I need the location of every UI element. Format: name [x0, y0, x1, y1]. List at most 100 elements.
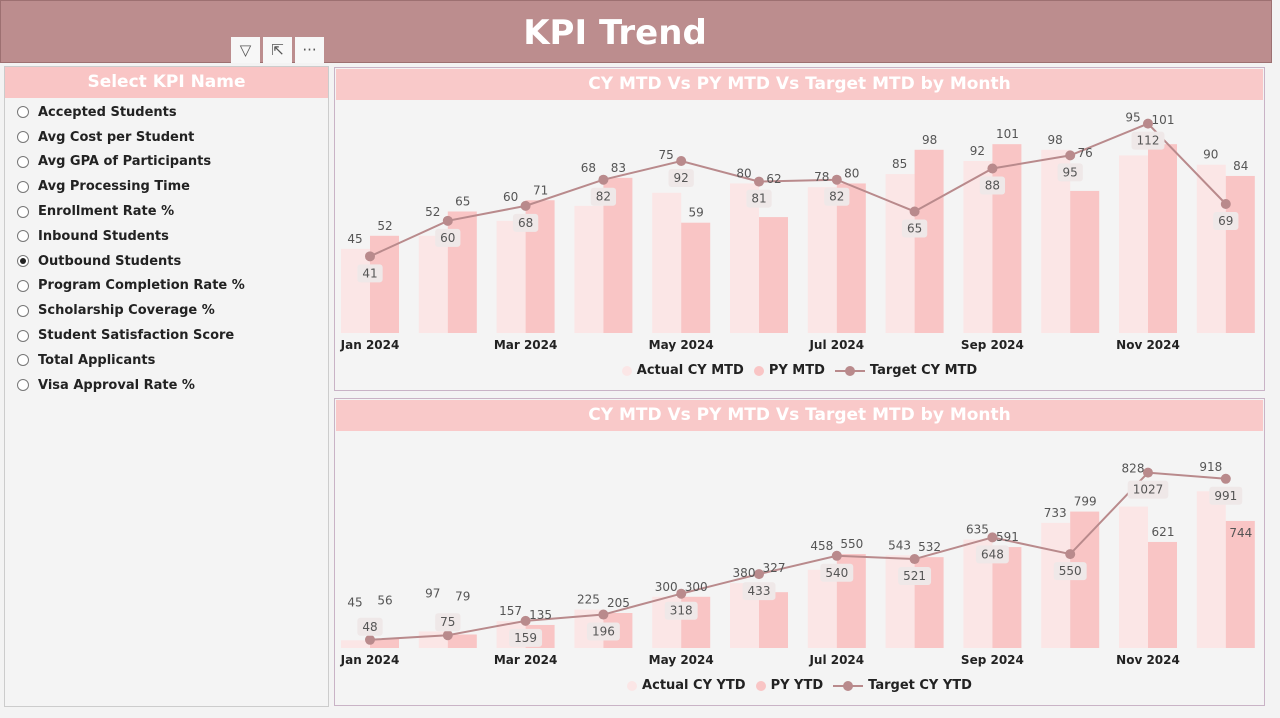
bar-py[interactable] — [759, 217, 788, 333]
target-point[interactable] — [1220, 473, 1231, 484]
bar-actual[interactable] — [574, 205, 604, 333]
bar-py[interactable] — [370, 235, 399, 333]
bar-py[interactable] — [1225, 520, 1255, 648]
filter-icon[interactable]: ▽ — [231, 37, 260, 63]
target-point[interactable] — [1143, 118, 1153, 129]
legend-actual-marker — [621, 365, 632, 376]
radio-button[interactable] — [17, 255, 29, 268]
bar-py[interactable] — [914, 149, 944, 333]
data-label-target: 318 — [670, 604, 693, 618]
bar-actual[interactable] — [496, 220, 526, 333]
target-point[interactable] — [365, 251, 375, 262]
more-options-icon[interactable]: ··· — [295, 37, 324, 63]
slicer-item[interactable]: Avg GPA of Participants — [5, 150, 328, 175]
target-point[interactable] — [676, 156, 687, 166]
slicer-item[interactable]: Avg Processing Time — [5, 174, 328, 199]
x-tick-label: Jan 2024 — [340, 338, 400, 352]
bar-py[interactable] — [681, 222, 711, 333]
target-point[interactable] — [520, 200, 531, 211]
target-point[interactable] — [1065, 549, 1076, 560]
bar-actual[interactable] — [1196, 491, 1226, 648]
target-line — [369, 471, 1226, 641]
target-point[interactable] — [754, 176, 764, 187]
bar-py[interactable] — [836, 183, 866, 333]
bar-py[interactable] — [370, 638, 399, 648]
bar-actual[interactable] — [807, 187, 837, 333]
slicer-item[interactable]: Avg Cost per Student — [5, 125, 328, 150]
target-point[interactable] — [831, 550, 842, 561]
target-point[interactable] — [987, 163, 998, 174]
bar-py[interactable] — [1148, 144, 1177, 333]
target-point[interactable] — [598, 609, 609, 620]
data-label-py: 83 — [611, 161, 626, 175]
radio-button[interactable] — [17, 279, 29, 292]
slicer-item[interactable]: Accepted Students — [5, 100, 328, 125]
bar-actual[interactable] — [1119, 155, 1148, 333]
bar-actual[interactable] — [730, 183, 759, 333]
radio-button[interactable] — [17, 131, 29, 144]
bar-actual[interactable] — [1041, 522, 1071, 648]
radio-button[interactable] — [17, 379, 29, 392]
radio-button[interactable] — [17, 354, 29, 367]
bar-py[interactable] — [447, 634, 477, 648]
bar-py[interactable] — [1070, 190, 1100, 333]
target-point[interactable] — [1143, 467, 1153, 478]
target-point[interactable] — [676, 588, 687, 599]
bar-py[interactable] — [992, 547, 1022, 648]
bar-actual[interactable] — [885, 174, 915, 333]
bar-py[interactable] — [1225, 175, 1255, 333]
radio-button[interactable] — [17, 180, 29, 193]
slicer-item[interactable]: Total Applicants — [5, 348, 328, 373]
bar-py[interactable] — [1148, 541, 1177, 648]
radio-button[interactable] — [17, 329, 29, 342]
slicer-item[interactable]: Program Completion Rate % — [5, 274, 328, 299]
bar-actual[interactable] — [418, 235, 448, 333]
bar-py[interactable] — [992, 144, 1022, 333]
target-point[interactable] — [1065, 150, 1076, 161]
bar-actual[interactable] — [1119, 506, 1148, 648]
target-point[interactable] — [365, 634, 375, 645]
bar-actual[interactable] — [1196, 164, 1226, 333]
bar-py[interactable] — [759, 592, 788, 648]
bar-actual[interactable] — [652, 192, 682, 333]
legend-target[interactable]: Target CY MTD — [834, 363, 977, 378]
data-label-target: 648 — [981, 547, 1004, 561]
slicer-item[interactable]: Visa Approval Rate % — [5, 373, 328, 398]
bar-actual[interactable] — [341, 640, 370, 648]
radio-button[interactable] — [17, 304, 29, 317]
legend-actual[interactable]: Actual CY MTD — [621, 363, 744, 378]
target-point[interactable] — [754, 569, 764, 580]
legend-target[interactable]: Target CY YTD — [833, 678, 972, 693]
target-label-box — [742, 582, 776, 601]
data-label-target: 41 — [362, 266, 377, 280]
target-point[interactable] — [598, 174, 609, 185]
target-point[interactable] — [1220, 199, 1231, 209]
slicer-item[interactable]: Outbound Students — [5, 249, 328, 274]
slicer-item[interactable]: Inbound Students — [5, 224, 328, 249]
radio-button[interactable] — [17, 155, 29, 168]
legend-actual[interactable]: Actual CY YTD — [627, 678, 746, 693]
target-point[interactable] — [442, 215, 453, 226]
legend-py[interactable]: PY YTD — [755, 678, 823, 693]
target-point[interactable] — [909, 554, 920, 565]
legend-py[interactable]: PY MTD — [753, 363, 825, 378]
target-point[interactable] — [909, 206, 920, 217]
slicer-item[interactable]: Scholarship Coverage % — [5, 298, 328, 323]
target-point[interactable] — [520, 615, 531, 626]
radio-button[interactable] — [17, 205, 29, 218]
data-label-actual: 543 — [888, 538, 911, 552]
target-point[interactable] — [442, 630, 453, 641]
radio-button[interactable] — [17, 230, 29, 243]
radio-button[interactable] — [17, 106, 29, 119]
bar-actual[interactable] — [807, 569, 837, 648]
data-label-actual: 918 — [1199, 460, 1222, 474]
x-tick-label: Mar 2024 — [494, 338, 558, 352]
target-point[interactable] — [987, 532, 998, 543]
slicer-item[interactable]: Student Satisfaction Score — [5, 323, 328, 348]
bar-actual[interactable] — [341, 248, 370, 333]
slicer-item[interactable]: Enrollment Rate % — [5, 199, 328, 224]
focus-mode-icon[interactable]: ⇱ — [263, 37, 292, 63]
target-point[interactable] — [831, 174, 842, 185]
target-label-box — [357, 264, 383, 283]
target-label-box — [509, 628, 543, 647]
